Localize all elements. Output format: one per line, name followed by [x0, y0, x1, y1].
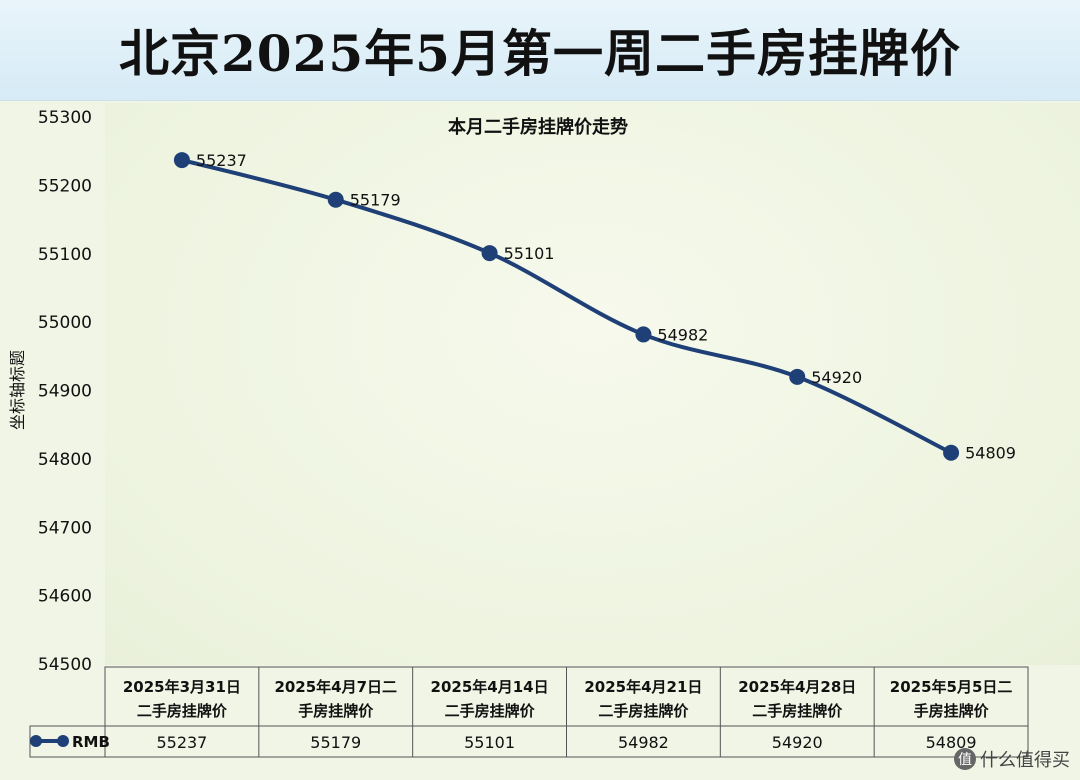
data-label: 55237 [196, 151, 247, 170]
x-category-label-line1: 2025年4月14日 [431, 678, 549, 696]
data-point [943, 444, 960, 461]
y-tick-label: 55000 [38, 313, 92, 333]
x-category-label-line1: 2025年3月31日 [123, 678, 241, 696]
y-tick-label: 54800 [38, 450, 92, 470]
y-axis-title: 坐标轴标题 [8, 350, 27, 430]
y-tick-label: 54600 [38, 587, 92, 607]
data-point [481, 245, 498, 262]
legend-series-name: RMB [72, 733, 110, 751]
y-tick-label: 54900 [38, 382, 92, 402]
data-label: 54982 [657, 325, 708, 344]
x-category-label-line2: 二手房挂牌价 [137, 702, 228, 720]
x-category-label-line2: 二手房挂牌价 [752, 702, 843, 720]
data-table-value: 54920 [772, 733, 823, 752]
data-table-value: 54809 [926, 733, 977, 752]
watermark-text: 什么值得买 [980, 750, 1070, 771]
data-point [173, 152, 190, 169]
data-label: 54809 [965, 444, 1016, 463]
chart-title: 本月二手房挂牌价走势 [448, 116, 628, 138]
data-table-value: 55237 [156, 733, 207, 752]
legend-marker-swatch [57, 735, 69, 747]
watermark: 值 什么值得买 [954, 746, 1070, 772]
y-tick-label: 54500 [38, 655, 92, 675]
y-tick-label: 55200 [38, 176, 92, 196]
header-banner: 北京2025年5月第一周二手房挂牌价 [0, 0, 1080, 101]
x-category-label-line2: 手房挂牌价 [914, 702, 990, 720]
x-category-label-line1: 2025年4月7日二 [274, 678, 397, 696]
y-tick-label: 55300 [38, 108, 92, 128]
data-label: 55179 [350, 191, 401, 210]
legend-marker-swatch [30, 735, 42, 747]
page-title: 北京2025年5月第一周二手房挂牌价 [119, 24, 961, 83]
data-label: 54920 [811, 368, 862, 387]
data-table-value: 55179 [310, 733, 361, 752]
x-category-label-line1: 2025年4月28日 [738, 678, 856, 696]
series-line [179, 158, 954, 455]
data-label: 55101 [504, 244, 555, 263]
y-tick-label: 55100 [38, 245, 92, 265]
x-category-label-line2: 二手房挂牌价 [598, 702, 689, 720]
data-point [327, 191, 344, 208]
watermark-logo-icon: 值 [954, 748, 976, 770]
x-category-label-line2: 手房挂牌价 [298, 702, 374, 720]
data-point [635, 326, 652, 343]
data-point [789, 368, 806, 385]
x-category-label-line1: 2025年4月21日 [584, 678, 702, 696]
data-table-value-row [29, 725, 1029, 758]
y-tick-label: 54700 [38, 518, 92, 538]
x-category-label-line2: 二手房挂牌价 [445, 702, 536, 720]
plot-area-background [105, 103, 1080, 665]
x-category-label-line1: 2025年5月5日二 [890, 678, 1013, 696]
data-table-value: 54982 [618, 733, 669, 752]
data-table-value: 55101 [464, 733, 515, 752]
